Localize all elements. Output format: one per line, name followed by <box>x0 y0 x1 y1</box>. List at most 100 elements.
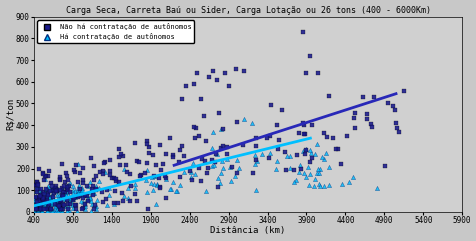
Há contratação de autônomos <box>72 194 80 197</box>
Não há contratação de autônomos <box>193 71 201 75</box>
Não há contratação de autônomos <box>112 178 119 181</box>
Há contratação de autônomos <box>59 191 67 195</box>
Não há contratação de autônomos <box>210 160 218 164</box>
Não há contratação de autônomos <box>399 90 407 94</box>
Há contratação de autônomos <box>209 130 217 134</box>
Há contratação de autônomos <box>52 201 60 204</box>
Há contratação de autônomos <box>131 182 139 186</box>
Há contratação de autônomos <box>36 204 43 208</box>
Há contratação de autônomos <box>46 209 54 213</box>
Há contratação de autônomos <box>166 187 174 191</box>
Há contratação de autônomos <box>180 170 188 174</box>
Há contratação de autônomos <box>67 199 74 202</box>
Há contratação de autônomos <box>240 117 248 120</box>
Não há contratação de autônomos <box>76 171 84 175</box>
Não há contratação de autônomos <box>44 191 51 195</box>
Há contratação de autônomos <box>282 154 290 158</box>
Não há contratação de autônomos <box>308 123 316 127</box>
Há contratação de autônomos <box>167 187 175 190</box>
Não há contratação de autônomos <box>205 75 212 79</box>
X-axis label: Distância (km): Distância (km) <box>210 227 285 235</box>
Há contratação de autônomos <box>319 157 327 161</box>
Não há contratação de autônomos <box>44 174 51 178</box>
Há contratação de autônomos <box>48 201 56 205</box>
Há contratação de autônomos <box>324 183 332 187</box>
Não há contratação de autônomos <box>32 183 40 187</box>
Não há contratação de autônomos <box>115 147 123 151</box>
Não há contratação de autônomos <box>111 189 119 193</box>
Não há contratação de autônomos <box>37 193 44 197</box>
Há contratação de autônomos <box>37 205 44 209</box>
Há contratação de autônomos <box>42 202 50 206</box>
Há contratação de autônomos <box>48 209 56 213</box>
Não há contratação de autônomos <box>157 168 164 172</box>
Há contratação de autônomos <box>45 209 52 213</box>
Há contratação de autônomos <box>31 208 39 211</box>
Não há contratação de autônomos <box>281 168 289 172</box>
Não há contratação de autônomos <box>33 202 41 206</box>
Não há contratação de autônomos <box>36 199 43 202</box>
Há contratação de autônomos <box>143 168 150 172</box>
Há contratação de autônomos <box>86 196 93 200</box>
Há contratação de autônomos <box>315 172 322 175</box>
Não há contratação de autônomos <box>328 136 336 140</box>
Há contratação de autônomos <box>60 196 68 200</box>
Há contratação de autônomos <box>147 181 155 185</box>
Não há contratação de autônomos <box>71 163 79 167</box>
Há contratação de autônomos <box>226 165 233 169</box>
Não há contratação de autônomos <box>34 182 42 186</box>
Há contratação de autônomos <box>151 174 159 178</box>
Não há contratação de autônomos <box>72 207 79 211</box>
Não há contratação de autônomos <box>162 176 170 180</box>
Não há contratação de autônomos <box>56 188 63 192</box>
Não há contratação de autônomos <box>197 179 205 183</box>
Não há contratação de autônomos <box>87 156 95 160</box>
Não há contratação de autônomos <box>32 207 40 211</box>
Há contratação de autônomos <box>38 209 45 213</box>
Há contratação de autônomos <box>56 202 63 206</box>
Não há contratação de autônomos <box>381 164 388 168</box>
Não há contratação de autônomos <box>53 189 60 193</box>
Há contratação de autônomos <box>51 202 59 206</box>
Não há contratação de autônomos <box>156 143 164 147</box>
Não há contratação de autônomos <box>188 178 195 182</box>
Há contratação de autônomos <box>217 171 225 175</box>
Há contratação de autônomos <box>30 196 38 200</box>
Não há contratação de autônomos <box>214 185 222 188</box>
Há contratação de autônomos <box>52 189 60 193</box>
Não há contratação de autônomos <box>40 201 48 204</box>
Há contratação de autônomos <box>306 151 314 155</box>
Há contratação de autônomos <box>54 209 61 213</box>
Há contratação de autônomos <box>67 196 74 200</box>
Não há contratação de autônomos <box>114 201 121 205</box>
Há contratação de autônomos <box>65 208 73 212</box>
Não há contratação de autônomos <box>233 171 240 175</box>
Há contratação de autônomos <box>208 164 215 168</box>
Não há contratação de autônomos <box>39 172 47 176</box>
Não há contratação de autônomos <box>81 193 89 197</box>
Não há contratação de autônomos <box>295 131 302 134</box>
Não há contratação de autônomos <box>122 163 129 167</box>
Há contratação de autônomos <box>258 152 266 156</box>
Há contratação de autônomos <box>53 208 60 211</box>
Há contratação de autônomos <box>45 193 52 197</box>
Há contratação de autônomos <box>169 181 176 184</box>
Não há contratação de autônomos <box>58 186 66 189</box>
Não há contratação de autônomos <box>195 166 203 170</box>
Há contratação de autônomos <box>153 182 161 186</box>
Não há contratação de autônomos <box>201 159 208 163</box>
Há contratação de autônomos <box>309 184 317 188</box>
Não há contratação de autônomos <box>319 131 327 134</box>
Há contratação de autônomos <box>113 181 121 184</box>
Há contratação de autônomos <box>55 193 62 197</box>
Há contratação de autônomos <box>47 200 55 204</box>
Há contratação de autônomos <box>306 172 313 175</box>
Não há contratação de autônomos <box>83 184 91 188</box>
Não há contratação de autônomos <box>162 152 169 156</box>
Há contratação de autônomos <box>78 199 85 203</box>
Não há contratação de autônomos <box>220 71 228 75</box>
Há contratação de autônomos <box>66 181 74 185</box>
Não há contratação de autônomos <box>74 195 81 199</box>
Não há contratação de autônomos <box>50 188 57 192</box>
Não há contratação de autônomos <box>110 201 118 205</box>
